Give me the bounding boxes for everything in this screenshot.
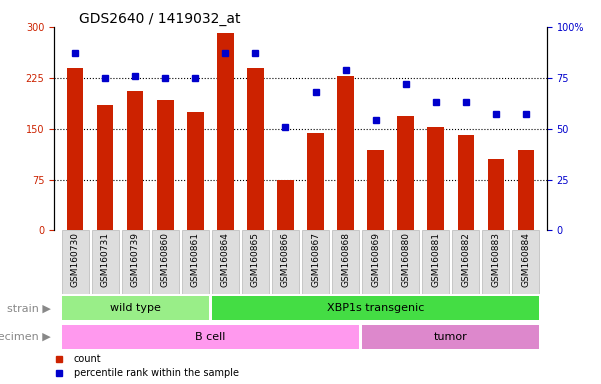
Text: GSM160869: GSM160869 bbox=[371, 232, 380, 287]
Bar bbox=[62, 230, 89, 294]
Text: GSM160730: GSM160730 bbox=[71, 232, 79, 287]
Bar bbox=[121, 230, 149, 294]
Text: GSM160880: GSM160880 bbox=[401, 232, 410, 287]
Text: GSM160866: GSM160866 bbox=[281, 232, 290, 287]
Bar bbox=[427, 127, 444, 230]
Text: GSM160881: GSM160881 bbox=[432, 232, 440, 287]
Text: GSM160868: GSM160868 bbox=[341, 232, 350, 287]
Bar bbox=[212, 296, 539, 320]
Bar bbox=[332, 230, 359, 294]
Bar bbox=[362, 325, 540, 349]
Text: strain ▶: strain ▶ bbox=[7, 303, 51, 313]
Bar bbox=[362, 230, 389, 294]
Bar bbox=[187, 112, 204, 230]
Bar bbox=[337, 76, 354, 230]
Text: GSM160882: GSM160882 bbox=[462, 232, 470, 286]
Bar bbox=[62, 325, 359, 349]
Bar bbox=[127, 91, 144, 230]
Bar bbox=[242, 230, 269, 294]
Bar bbox=[517, 151, 534, 230]
Bar bbox=[62, 296, 209, 320]
Bar bbox=[272, 230, 299, 294]
Bar bbox=[367, 151, 384, 230]
Bar bbox=[512, 230, 539, 294]
Bar bbox=[182, 230, 209, 294]
Bar bbox=[457, 136, 474, 230]
Bar bbox=[482, 230, 510, 294]
Bar bbox=[97, 105, 114, 230]
Bar bbox=[397, 116, 414, 230]
Bar bbox=[157, 100, 174, 230]
Text: GSM160864: GSM160864 bbox=[221, 232, 230, 286]
Bar bbox=[277, 180, 294, 230]
Bar bbox=[307, 133, 324, 230]
Text: XBP1s transgenic: XBP1s transgenic bbox=[327, 303, 424, 313]
Text: GSM160884: GSM160884 bbox=[522, 232, 530, 286]
Text: percentile rank within the sample: percentile rank within the sample bbox=[74, 368, 239, 378]
Bar bbox=[217, 33, 234, 230]
Bar bbox=[392, 230, 419, 294]
Text: B cell: B cell bbox=[195, 332, 225, 342]
Bar bbox=[487, 159, 504, 230]
Text: GSM160860: GSM160860 bbox=[161, 232, 169, 287]
Bar bbox=[453, 230, 480, 294]
Text: count: count bbox=[74, 354, 102, 364]
Text: specimen ▶: specimen ▶ bbox=[0, 332, 51, 342]
Bar bbox=[212, 230, 239, 294]
Text: GSM160865: GSM160865 bbox=[251, 232, 260, 287]
Text: GSM160867: GSM160867 bbox=[311, 232, 320, 287]
Text: GSM160739: GSM160739 bbox=[131, 232, 139, 287]
Text: wild type: wild type bbox=[110, 303, 160, 313]
Bar bbox=[302, 230, 329, 294]
Bar bbox=[67, 68, 84, 230]
Text: GSM160731: GSM160731 bbox=[101, 232, 109, 287]
Bar bbox=[247, 68, 264, 230]
Text: GDS2640 / 1419032_at: GDS2640 / 1419032_at bbox=[79, 12, 240, 26]
Bar bbox=[151, 230, 179, 294]
Bar bbox=[91, 230, 119, 294]
Text: GSM160883: GSM160883 bbox=[492, 232, 500, 287]
Text: tumor: tumor bbox=[434, 332, 468, 342]
Text: GSM160861: GSM160861 bbox=[191, 232, 200, 287]
Bar bbox=[423, 230, 450, 294]
